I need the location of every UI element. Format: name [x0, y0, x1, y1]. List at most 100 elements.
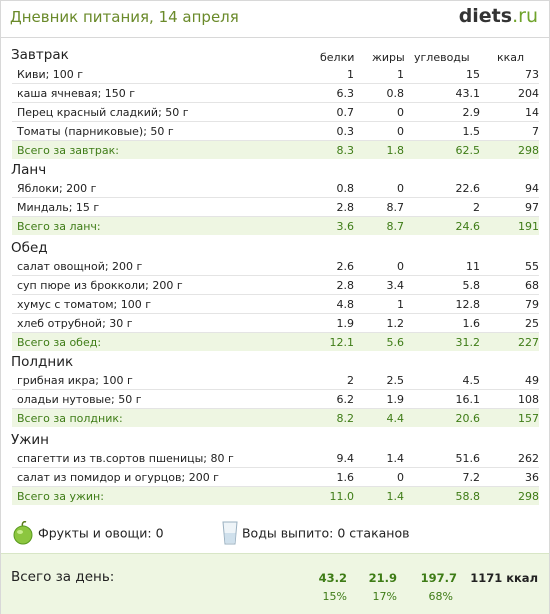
carbs-cell: 11: [404, 257, 480, 276]
table-row: салат овощной; 200 г 2.6 0 11 55: [12, 257, 539, 276]
logo-domain: .ru: [512, 5, 538, 27]
food-name: хумус с томатом; 100 г: [12, 294, 315, 314]
protein-cell: 0.3: [315, 121, 354, 141]
col-carbs-header: углеводы: [414, 51, 470, 64]
carbs-cell: 1.5: [404, 121, 480, 141]
table-row: спагетти из тв.сортов пшеницы; 80 г 9.4 1.…: [12, 449, 539, 468]
kcal-total: 157: [480, 408, 539, 427]
site-logo[interactable]: diets.ru: [459, 5, 538, 27]
fat-total: 5.6: [354, 332, 404, 351]
protein-cell: 2.6: [315, 257, 354, 276]
day-total-label: Всего за день:: [11, 569, 115, 585]
kcal-total: 191: [480, 216, 539, 235]
carbs-cell: 2.9: [404, 102, 480, 122]
protein-cell: 1.6: [315, 467, 354, 487]
water-label: Воды выпито: 0 стаканов: [241, 525, 410, 541]
protein-total: 3.6: [315, 216, 354, 235]
carbs-total: 20.6: [404, 408, 480, 427]
kcal-cell: 204: [480, 83, 539, 103]
kcal-cell: 79: [480, 294, 539, 314]
fat-cell: 1.4: [354, 449, 404, 468]
water-counter: Воды выпито: 0 стаканов: [222, 521, 409, 545]
day-carbs: 197.7: [420, 571, 457, 585]
fat-cell: 0: [354, 102, 404, 122]
carbs-total: 24.6: [404, 216, 480, 235]
col-protein-header: белки: [320, 51, 355, 64]
col-fat-header: жиры: [372, 51, 405, 64]
carbs-cell: 1.6: [404, 313, 480, 333]
protein-cell: 0.7: [315, 102, 354, 122]
kcal-total: 227: [480, 332, 539, 351]
fat-cell: 0: [354, 121, 404, 141]
protein-cell: 1: [315, 65, 354, 84]
kcal-cell: 49: [480, 371, 539, 390]
kcal-total: 298: [480, 486, 539, 505]
food-name: оладьи нутовые; 50 г: [12, 389, 315, 409]
meal-total-row: Всего за завтрак: 8.3 1.8 62.5 298: [12, 140, 539, 159]
protein-cell: 9.4: [315, 449, 354, 468]
meal-table-lunch: Яблоки; 200 г 0.8 0 22.6 94 Миндаль; 15 г 2.8…: [12, 179, 539, 235]
food-name: каша ячневая; 150 г: [12, 83, 315, 103]
carbs-cell: 16.1: [404, 389, 480, 409]
day-protein-pct: 15%: [322, 590, 347, 603]
food-name: Киви; 100 г: [12, 65, 315, 84]
day-kcal: 1171 ккал: [470, 571, 538, 585]
fruits-label: Фрукты и овощи: 0: [37, 525, 164, 541]
kcal-cell: 7: [480, 121, 539, 141]
day-summary: Всего за день: 43.2 21.9 197.7 1171 ккал…: [1, 553, 549, 614]
col-kcal-header: ккал: [497, 51, 525, 64]
kcal-cell: 36: [480, 467, 539, 487]
food-name: салат из помидор и огурцов; 200 г: [12, 467, 315, 487]
protein-cell: 2: [315, 371, 354, 390]
page-title: Дневник питания, 14 апреля: [10, 8, 239, 26]
protein-total: 12.1: [315, 332, 354, 351]
fat-cell: 1: [354, 294, 404, 314]
food-name: Томаты (парниковые); 50 г: [12, 121, 315, 141]
logo-main: diets: [458, 5, 513, 27]
food-name: хлеб отрубной; 30 г: [12, 313, 315, 333]
meal-title-dinner: Обед: [11, 240, 48, 256]
food-name: грибная икра; 100 г: [12, 371, 315, 390]
carbs-cell: 7.2: [404, 467, 480, 487]
kcal-cell: 55: [480, 257, 539, 276]
table-row: Томаты (парниковые); 50 г 0.3 0 1.5 7: [12, 121, 539, 141]
fat-cell: 1: [354, 65, 404, 84]
fat-cell: 3.4: [354, 275, 404, 295]
carbs-cell: 15: [404, 65, 480, 84]
table-row: грибная икра; 100 г 2 2.5 4.5 49: [12, 371, 539, 390]
carbs-cell: 12.8: [404, 294, 480, 314]
food-name: Миндаль; 15 г: [12, 197, 315, 217]
carbs-cell: 5.8: [404, 275, 480, 295]
kcal-cell: 97: [480, 197, 539, 217]
carbs-cell: 2: [404, 197, 480, 217]
table-row: Миндаль; 15 г 2.8 8.7 2 97: [12, 197, 539, 217]
kcal-cell: 73: [480, 65, 539, 84]
table-row: салат из помидор и огурцов; 200 г 1.6 0 7.2…: [12, 467, 539, 487]
fat-cell: 1.2: [354, 313, 404, 333]
protein-cell: 2.8: [315, 275, 354, 295]
table-row: Киви; 100 г 1 1 15 73: [12, 65, 539, 84]
kcal-cell: 94: [480, 179, 539, 198]
table-row: Перец красный сладкий; 50 г 0.7 0 2.9 14: [12, 102, 539, 122]
protein-cell: 4.8: [315, 294, 354, 314]
fat-total: 1.4: [354, 486, 404, 505]
total-label: Всего за полдник:: [12, 408, 315, 427]
kcal-cell: 68: [480, 275, 539, 295]
total-label: Всего за обед:: [12, 332, 315, 351]
kcal-cell: 14: [480, 102, 539, 122]
fat-total: 4.4: [354, 408, 404, 427]
diary-header: Дневник питания, 14 апреля diets.ru: [1, 1, 549, 38]
meal-total-row: Всего за ужин: 11.0 1.4 58.8 298: [12, 486, 539, 505]
carbs-total: 31.2: [404, 332, 480, 351]
table-row: Яблоки; 200 г 0.8 0 22.6 94: [12, 179, 539, 198]
total-label: Всего за завтрак:: [12, 140, 315, 159]
carbs-cell: 4.5: [404, 371, 480, 390]
protein-total: 8.2: [315, 408, 354, 427]
meal-total-row: Всего за ланч: 3.6 8.7 24.6 191: [12, 216, 539, 235]
kcal-total: 298: [480, 140, 539, 159]
day-fat: 21.9: [368, 571, 397, 585]
table-row: хумус с томатом; 100 г 4.8 1 12.8 79: [12, 294, 539, 314]
apple-icon: [13, 521, 33, 545]
fat-cell: 0: [354, 179, 404, 198]
